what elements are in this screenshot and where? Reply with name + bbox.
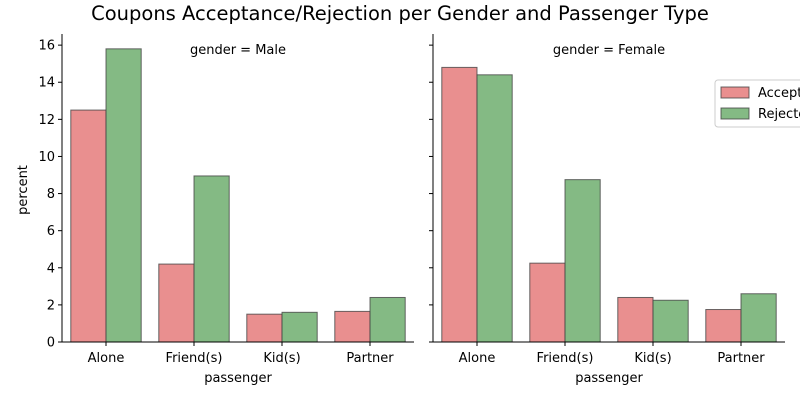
bar-accepted-alone [70,109,107,343]
legend-label-accepted: Accepted [758,86,800,101]
chart-title: Coupons Acceptance/Rejection per Gender … [91,2,709,25]
x-axis-label: passenger [575,371,643,386]
y-tick-label: 10 [38,150,55,165]
bar-rejected-kids [281,311,318,343]
bar-rejected-friends [564,179,601,343]
y-axis-label: percent [16,165,31,215]
facet-panel: 0 2 4 6 8 10 12 14 16 Alone Friend(s) Kid(s) Partner… [38,34,414,386]
bar-rejected-partner [369,296,406,343]
bar-accepted-friends [529,262,566,343]
y-tick-label: 4 [47,261,55,276]
y-tick-label: 0 [47,336,55,351]
bar-accepted-alone [441,66,478,343]
bar-rejected-kids [652,299,689,343]
bar-accepted-partner [334,310,371,343]
x-tick-label: Friend(s) [537,351,594,366]
y-tick-label: 6 [47,224,55,239]
bar-rejected-alone [105,48,142,343]
x-tick-label: Kid(s) [634,351,671,366]
legend-label-rejected: Rejected [758,107,800,122]
facet-title: gender = Female [553,43,665,58]
bar-accepted-kids [246,313,283,343]
facet-panel: Alone Friend(s) Kid(s) Partner passenger gend… [429,34,785,386]
y-tick-label: 8 [47,187,55,202]
bar-rejected-friends [193,175,230,343]
bar-accepted-kids [617,296,654,343]
y-tick-label: 14 [38,76,55,91]
y-tick-label: 12 [38,113,55,128]
bar-rejected-alone [476,74,513,343]
x-tick-label: Alone [459,351,496,366]
facets: 0 2 4 6 8 10 12 14 16 Alone Friend(s) Kid(s) Partner… [38,34,785,386]
x-tick-label: Kid(s) [263,351,300,366]
x-axis-label: passenger [204,371,272,386]
facet-title: gender = Male [190,43,286,58]
x-tick-label: Partner [346,351,394,366]
legend-swatch-rejected [720,107,750,120]
y-tick-label: 2 [47,298,55,313]
bar-accepted-partner [705,309,742,343]
x-tick-label: Partner [717,351,765,366]
y-tick-label: 16 [38,39,55,54]
x-tick-label: Alone [88,351,125,366]
bar-rejected-partner [740,293,777,343]
legend-swatch-accepted [720,86,750,99]
x-tick-label: Friend(s) [166,351,223,366]
bar-accepted-friends [158,263,195,343]
legend: Accepted Rejected [714,79,800,128]
